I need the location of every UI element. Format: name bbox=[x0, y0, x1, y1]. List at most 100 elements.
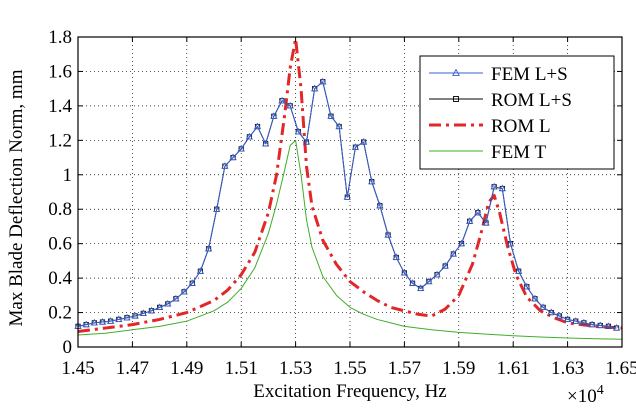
data-point bbox=[392, 253, 400, 261]
x-tick-label: 1.49 bbox=[170, 358, 203, 379]
data-point bbox=[204, 244, 213, 252]
data-point bbox=[343, 193, 351, 200]
legend: FEM L+S ROM L+S ROM L FEM T bbox=[419, 55, 615, 170]
y-tick-label: 0 bbox=[63, 337, 73, 358]
grid bbox=[78, 37, 622, 347]
data-point bbox=[115, 315, 123, 323]
data-point bbox=[229, 153, 237, 161]
data-point bbox=[555, 311, 564, 319]
legend-label: ROM L bbox=[491, 116, 551, 137]
data-point bbox=[147, 306, 156, 314]
data-point bbox=[466, 217, 474, 224]
x-tick-label: 1.63 bbox=[551, 358, 584, 379]
data-point bbox=[368, 177, 376, 185]
data-point bbox=[302, 138, 311, 145]
series-layer bbox=[74, 37, 623, 340]
data-point bbox=[98, 318, 107, 325]
series-line bbox=[77, 81, 617, 329]
data-point bbox=[172, 294, 180, 302]
data-point bbox=[286, 101, 294, 109]
data-point bbox=[498, 184, 506, 192]
data-point bbox=[180, 287, 188, 295]
data-point bbox=[490, 182, 498, 190]
data-point bbox=[90, 318, 98, 326]
data-point bbox=[131, 311, 139, 319]
y-tick-label: 1 bbox=[63, 165, 73, 186]
x-tick-label: 1.57 bbox=[388, 358, 421, 379]
x-axis-multiplier: ×104 bbox=[567, 383, 604, 407]
data-point bbox=[164, 299, 172, 307]
x-tick-label: 1.53 bbox=[279, 358, 312, 379]
data-point bbox=[327, 112, 335, 119]
series-line bbox=[77, 37, 623, 333]
data-point bbox=[270, 112, 278, 119]
series-line bbox=[77, 139, 623, 340]
y-tick-label: 1.8 bbox=[48, 27, 72, 48]
data-point bbox=[253, 122, 262, 130]
y-tick-label: 0.8 bbox=[48, 199, 72, 220]
legend-label: FEM T bbox=[491, 142, 546, 163]
series-fem-t bbox=[77, 139, 623, 340]
x-multiplier-base: ×10 bbox=[567, 386, 597, 407]
data-point bbox=[449, 249, 458, 257]
x-tick-label: 1.65 bbox=[605, 358, 636, 379]
data-point bbox=[596, 321, 604, 329]
data-point bbox=[547, 308, 555, 316]
data-point bbox=[539, 303, 547, 310]
data-point bbox=[221, 162, 229, 169]
data-point bbox=[359, 138, 368, 145]
x-tick-label: 1.45 bbox=[61, 358, 94, 379]
data-point bbox=[262, 139, 270, 147]
data-point bbox=[580, 318, 588, 326]
data-point bbox=[474, 208, 482, 216]
y-axis-label: Max Blade Deflection Norm, mm bbox=[6, 69, 27, 326]
x-tick-label: 1.55 bbox=[333, 358, 366, 379]
data-point bbox=[294, 127, 302, 135]
data-point bbox=[433, 270, 441, 278]
y-tick-label: 1.2 bbox=[48, 130, 72, 151]
data-point bbox=[196, 267, 205, 274]
data-point bbox=[213, 205, 221, 212]
legend-label: ROM L+S bbox=[491, 90, 572, 111]
y-tick-label: 1.6 bbox=[48, 61, 72, 82]
x-multiplier-exponent: 4 bbox=[597, 383, 604, 398]
legend-box bbox=[419, 55, 615, 170]
data-point bbox=[482, 218, 490, 226]
data-point bbox=[523, 282, 531, 290]
data-point bbox=[425, 277, 433, 285]
data-point bbox=[400, 268, 409, 276]
y-tick-label: 0.6 bbox=[48, 234, 72, 255]
data-point bbox=[408, 279, 417, 286]
tick-labels: 1.45 1.47 1.49 1.51 1.53 1.55 1.57 1.59 1.61 1.63… bbox=[48, 27, 636, 379]
data-point bbox=[106, 317, 115, 324]
y-tick-label: 0.4 bbox=[48, 268, 72, 289]
data-point bbox=[572, 317, 580, 324]
data-point bbox=[82, 320, 90, 328]
data-point bbox=[514, 267, 523, 274]
data-point bbox=[384, 231, 392, 238]
ticks bbox=[77, 36, 623, 348]
data-point bbox=[245, 132, 254, 140]
x-axis-label: Excitation Frequency, Hz bbox=[253, 381, 446, 402]
data-point bbox=[506, 239, 515, 247]
legend-marker bbox=[453, 96, 459, 102]
data-point bbox=[417, 284, 425, 292]
series-fem-l-s bbox=[74, 77, 621, 331]
data-point bbox=[457, 239, 466, 247]
y-tick-label: 0.2 bbox=[48, 303, 72, 324]
x-tick-label: 1.61 bbox=[497, 358, 530, 379]
data-point bbox=[155, 303, 164, 310]
data-point bbox=[188, 279, 196, 286]
data-point bbox=[351, 143, 360, 150]
data-point bbox=[563, 315, 572, 323]
data-point bbox=[139, 309, 147, 317]
legend-label: FEM L+S bbox=[491, 64, 568, 85]
legend-marker bbox=[452, 68, 460, 76]
data-point bbox=[319, 77, 327, 85]
data-point bbox=[310, 84, 319, 92]
data-point bbox=[612, 324, 621, 331]
y-tick-label: 1.4 bbox=[48, 96, 72, 117]
x-tick-label: 1.59 bbox=[442, 358, 475, 379]
data-point bbox=[588, 320, 596, 328]
